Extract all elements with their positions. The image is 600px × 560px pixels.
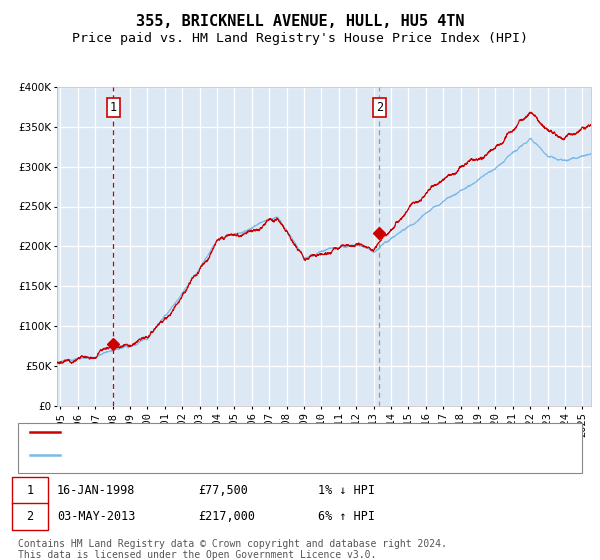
Text: Contains HM Land Registry data © Crown copyright and database right 2024.
This d: Contains HM Land Registry data © Crown c… xyxy=(18,539,447,560)
Text: 355, BRICKNELL AVENUE, HULL, HU5 4TN: 355, BRICKNELL AVENUE, HULL, HU5 4TN xyxy=(136,14,464,29)
Text: 1: 1 xyxy=(26,484,34,497)
Text: Price paid vs. HM Land Registry's House Price Index (HPI): Price paid vs. HM Land Registry's House … xyxy=(72,32,528,45)
Text: 1% ↓ HPI: 1% ↓ HPI xyxy=(318,484,375,497)
Text: 355, BRICKNELL AVENUE, HULL, HU5 4TN (detached house): 355, BRICKNELL AVENUE, HULL, HU5 4TN (de… xyxy=(69,426,446,439)
Text: 2: 2 xyxy=(376,101,383,114)
Text: 16-JAN-1998: 16-JAN-1998 xyxy=(57,484,136,497)
Text: £77,500: £77,500 xyxy=(198,484,248,497)
Text: 6% ↑ HPI: 6% ↑ HPI xyxy=(318,510,375,523)
Text: 03-MAY-2013: 03-MAY-2013 xyxy=(57,510,136,523)
Text: £217,000: £217,000 xyxy=(198,510,255,523)
Text: HPI: Average price, detached house, East Riding of Yorkshire: HPI: Average price, detached house, East… xyxy=(69,449,497,462)
Text: 2: 2 xyxy=(26,510,34,523)
Text: 1: 1 xyxy=(110,101,117,114)
